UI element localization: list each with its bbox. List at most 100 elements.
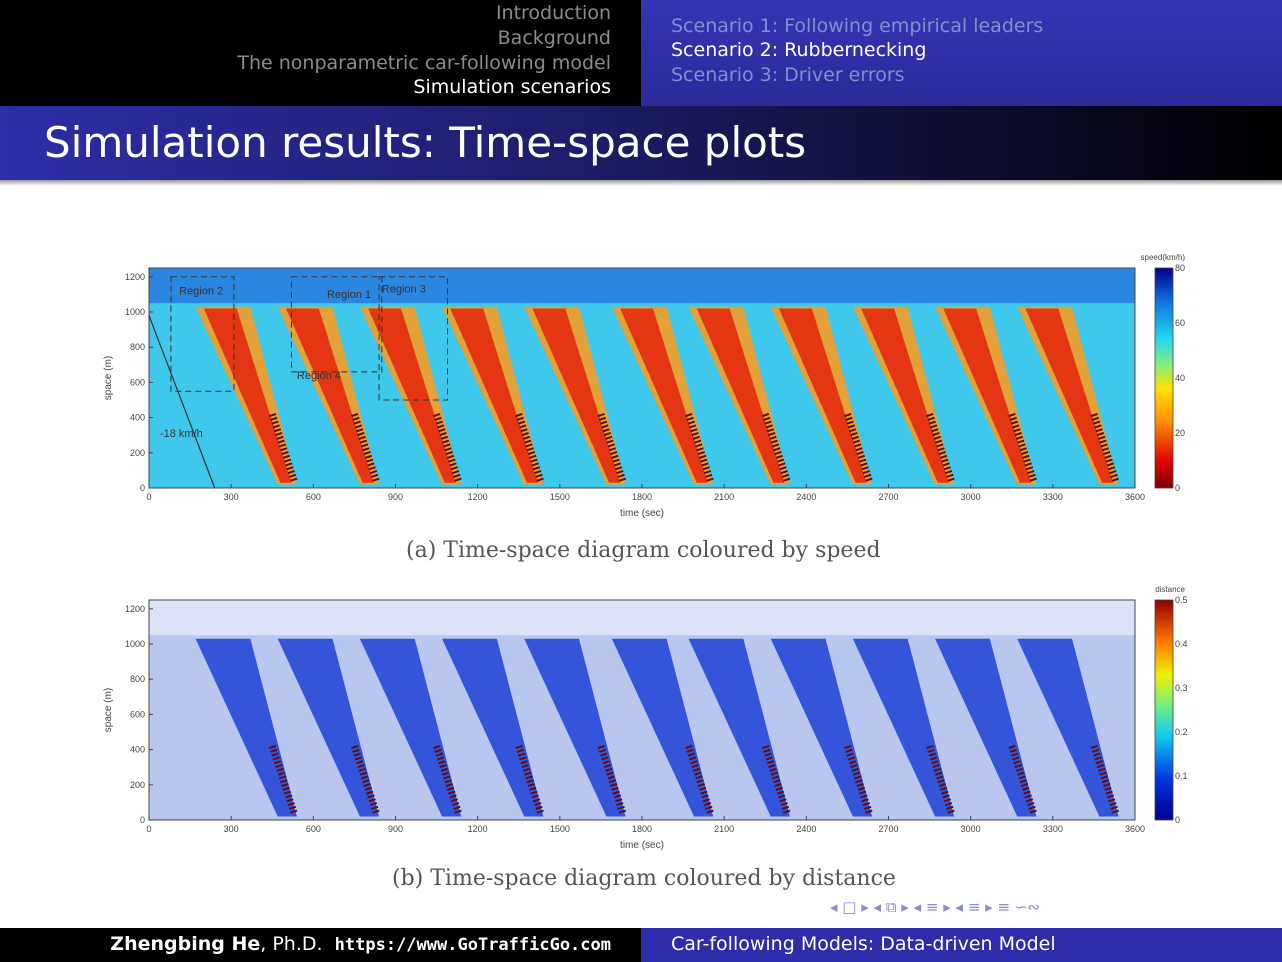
footer-url[interactable]: https://www.GoTrafficGo.com: [334, 935, 611, 955]
x-tick-label: 600: [306, 824, 321, 834]
annotation-label: Region 4: [297, 370, 341, 382]
free-flow-band: [149, 268, 1135, 304]
congestion-wave: [442, 638, 544, 817]
y-tick-label: 400: [130, 413, 145, 423]
colorbar-tick-label: 0.3: [1175, 683, 1188, 693]
x-tick-label: 0: [146, 492, 151, 502]
author-name: Zhengbing He: [110, 933, 261, 955]
footer-author-panel: Zhengbing He, Ph.D. https://www.GoTraffi…: [0, 928, 641, 962]
x-tick-label: 3300: [1043, 492, 1063, 502]
congestion-wave: [852, 638, 955, 817]
x-tick-label: 900: [388, 824, 403, 834]
y-tick-label: 200: [130, 780, 145, 790]
congestion-core: [696, 308, 785, 483]
annotation-label: Region 3: [382, 284, 426, 296]
footer-title-panel: Car-following Models: Data-driven Model: [641, 928, 1282, 962]
title-shadow: [0, 180, 1282, 186]
caption-a: (a) Time-space diagram coloured by speed: [406, 538, 881, 563]
colorbar-tick-label: 40: [1175, 373, 1185, 383]
annotation-label: Region 1: [327, 289, 371, 301]
congestion-core: [203, 308, 292, 483]
y-tick-label: 1000: [125, 639, 145, 649]
x-tick-label: 2700: [878, 492, 898, 502]
colorbar-tick-label: 0: [1175, 815, 1180, 825]
caption-b: (b) Time-space diagram coloured by dista…: [392, 866, 896, 891]
colorbar-label: distance: [1155, 585, 1185, 594]
x-tick-label: 900: [388, 492, 403, 502]
nav-subsection-scenario-1[interactable]: Scenario 1: Following empirical leaders: [671, 15, 1044, 37]
colorbar: [1154, 267, 1174, 489]
nav-section-model[interactable]: The nonparametric car-following model: [237, 52, 611, 74]
x-tick-label: 1500: [550, 824, 570, 834]
y-tick-label: 800: [130, 674, 145, 684]
header-sections-panel: Introduction Background The nonparametri…: [0, 0, 641, 106]
region-2-box: [170, 276, 235, 392]
shockwave-speed-line: [148, 315, 216, 489]
author-degree: , Ph.D.: [260, 933, 323, 955]
header-subsections-panel: Scenario 1: Following empirical leaders …: [641, 0, 1282, 106]
footer-author: Zhengbing He, Ph.D. https://www.GoTraffi…: [110, 933, 611, 955]
x-tick-label: 3000: [961, 824, 981, 834]
y-tick-label: 200: [130, 448, 145, 458]
x-tick-label: 2700: [878, 824, 898, 834]
y-tick-label: 600: [130, 377, 145, 387]
nav-section-introduction[interactable]: Introduction: [495, 2, 611, 24]
x-axis-label: time (sec): [620, 840, 664, 851]
congestion-wave: [277, 638, 380, 817]
chart-b-distance: 0 300 600 900 1200 1500 1800 2100 2400 2700 3000 33…: [103, 585, 1188, 851]
congestion-wave: [770, 638, 873, 817]
colorbar-tick-label: 80: [1175, 263, 1185, 273]
annotation-label: Region 2: [179, 285, 223, 297]
free-flow-band: [149, 600, 1135, 636]
y-tick-label: 1200: [125, 272, 145, 282]
congestion-core: [532, 308, 621, 483]
region-1-box: [290, 276, 383, 373]
colorbar-tick-label: 0.4: [1175, 639, 1188, 649]
colorbar-tick-label: 0.2: [1175, 727, 1188, 737]
nav-subsection-scenario-3[interactable]: Scenario 3: Driver errors: [671, 64, 905, 86]
x-tick-label: 600: [306, 492, 321, 502]
nav-section-simulation[interactable]: Simulation scenarios: [413, 76, 611, 98]
y-tick-label: 1200: [125, 604, 145, 614]
y-axis-label: space (m): [103, 688, 114, 732]
x-tick-label: 3600: [1125, 492, 1145, 502]
x-tick-label: 2100: [714, 492, 734, 502]
congestion-core: [943, 308, 1031, 483]
congestion-wave: [195, 638, 297, 817]
slide-title: Simulation results: Time-space plots: [44, 118, 807, 167]
congestion-wave: [1017, 638, 1119, 817]
congestion-core: [1025, 308, 1114, 483]
congestion-core: [285, 308, 374, 483]
x-tick-label: 1200: [468, 824, 488, 834]
x-tick-label: 3000: [961, 492, 981, 502]
colorbar-tick-label: 0.1: [1175, 771, 1188, 781]
y-tick-label: 1000: [125, 307, 145, 317]
x-tick-label: 3300: [1043, 824, 1063, 834]
chart-a-speed: 0 300 600 900 1200 1500 1800 2100 2400 2700 3000 33…: [103, 253, 1186, 519]
region-3-box: [378, 276, 449, 401]
annotation-label: -18 km/h: [160, 428, 203, 440]
y-tick-label: 400: [130, 745, 145, 755]
colorbar-label: speed(km/h): [1141, 253, 1186, 262]
y-tick-label: 0: [140, 483, 145, 493]
x-tick-label: 2400: [796, 492, 816, 502]
congestion-core: [778, 308, 867, 483]
nav-subsection-scenario-2[interactable]: Scenario 2: Rubbernecking: [671, 39, 927, 61]
title-bar: Simulation results: Time-space plots: [0, 106, 1282, 180]
beamer-nav-symbols[interactable]: ◂ □ ▸ ◂ ⧉ ▸ ◂ ≡ ▸ ◂ ≡ ▸ ≡ ∽∾: [830, 898, 1040, 916]
y-tick-label: 800: [130, 342, 145, 352]
x-tick-label: 2400: [796, 824, 816, 834]
x-tick-label: 3600: [1125, 824, 1145, 834]
x-tick-label: 300: [224, 492, 239, 502]
congestion-wave: [935, 638, 1037, 817]
congestion-core: [861, 308, 949, 483]
colorbar-tick-label: 0.5: [1175, 595, 1188, 605]
x-tick-label: 1800: [632, 824, 652, 834]
congestion-wave: [688, 638, 790, 817]
congestion-core: [450, 308, 538, 483]
congestion-core: [620, 308, 708, 483]
nav-section-background[interactable]: Background: [497, 27, 611, 49]
x-tick-label: 0: [146, 824, 151, 834]
x-tick-label: 300: [224, 824, 239, 834]
congestion-wave: [611, 638, 714, 817]
